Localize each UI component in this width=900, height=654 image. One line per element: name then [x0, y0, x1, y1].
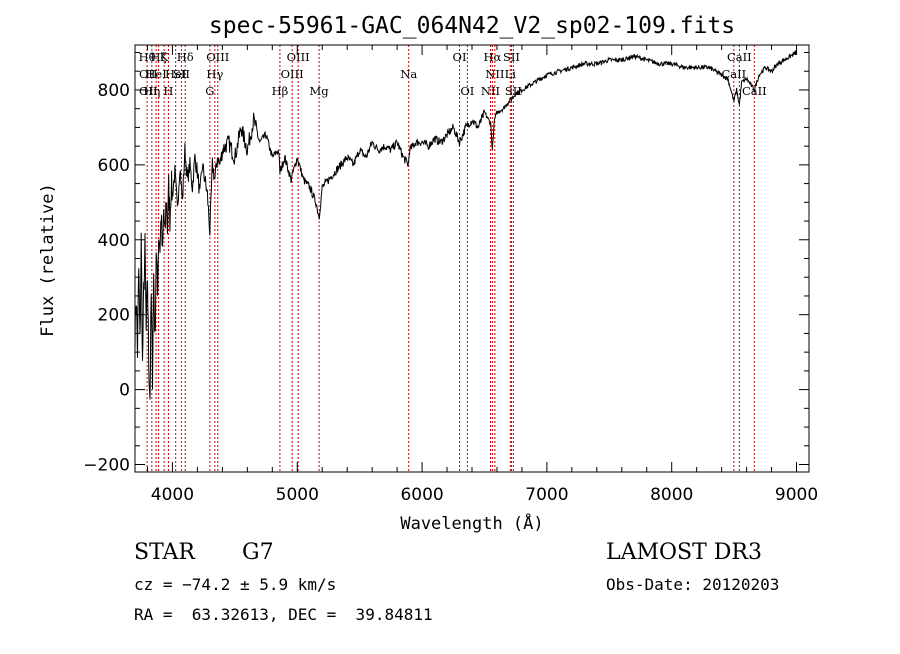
axis-ticks: 4000 5000 6000 7000 8000 9000 −200 0 200 400 600 80… [83, 45, 818, 505]
object-class: STAR [134, 540, 195, 565]
line-marker-label-10: Hγ [206, 67, 223, 81]
line-marker-label-19: NII [481, 84, 500, 98]
y-tick-label-3: 400 [98, 231, 130, 251]
line-marker-label-5: H [163, 84, 173, 98]
x-tick-label-0: 4000 [151, 485, 194, 505]
line-marker-label-0: Hθ [139, 50, 156, 64]
line-marker-label-14: OIII [287, 50, 310, 64]
line-marker-label-7: SII [173, 67, 190, 81]
line-marker-label-22: Li [505, 67, 517, 81]
spectrum-line [134, 49, 797, 400]
line-marker-label-27: CaII [742, 84, 767, 98]
line-marker-label-21: NII [485, 67, 504, 81]
x-tick-label-5: 9000 [775, 485, 818, 505]
line-marker-label-25: CaII [721, 67, 746, 81]
line-marker-label-11: OIII [206, 50, 229, 64]
y-tick-label-0: −200 [83, 456, 130, 476]
survey-name: LAMOST DR3 [606, 540, 762, 565]
line-marker-label-12: Hβ [272, 84, 289, 98]
line-marker-label-3: Hζ [150, 50, 166, 64]
line-marker-label-1: Hη [143, 84, 160, 98]
y-tick-label-2: 200 [98, 306, 130, 326]
obs-date: Obs-Date: 20120203 [606, 575, 780, 594]
x-axis-label: Wavelength (Å) [400, 512, 543, 534]
x-tick-label-3: 7000 [525, 485, 568, 505]
y-tick-label-4: 600 [98, 156, 130, 176]
y-tick-label-5: 800 [98, 81, 130, 101]
line-marker-label-24: SII [505, 84, 522, 98]
line-marker-label-20: Hα [483, 50, 501, 64]
plot-frame [134, 44, 810, 473]
coordinates: RA = 63.32613, DEC = 39.84811 [134, 605, 433, 624]
line-marker-label-9: G [205, 84, 214, 98]
line-marker-label-16: Na [400, 67, 417, 81]
line-labels: HθHηHeIHζKHHeISIIHδGHγOIIIHβOIIIOIIIMgNa… [139, 50, 767, 98]
line-markers [146, 45, 755, 472]
x-tick-label-2: 6000 [400, 485, 443, 505]
x-tick-label-4: 8000 [650, 485, 693, 505]
line-marker-label-8: Hδ [177, 50, 194, 64]
line-marker-label-18: OI [460, 84, 474, 98]
line-marker-label-26: CaII [727, 50, 752, 64]
redshift-info: cz = −74.2 ± 5.9 km/s [134, 575, 337, 594]
extra-label-1: OII [139, 84, 158, 98]
line-marker-label-15: Mg [310, 84, 330, 98]
object-subclass: G7 [242, 540, 274, 565]
line-marker-label-4: K [160, 50, 169, 64]
line-marker-label-2: HeI [145, 67, 166, 81]
x-tick-label-1: 5000 [276, 485, 319, 505]
y-tick-label-1: 0 [119, 381, 130, 401]
chart-title: spec-55961-GAC_064N42_V2_sp02-109.fits [209, 13, 735, 39]
y-axis-label: Flux (relative) [38, 183, 58, 337]
line-marker-label-17: OI [453, 50, 467, 64]
line-marker-label-13: OIII [281, 67, 304, 81]
line-marker-label-6: HeI [165, 67, 186, 81]
line-marker-label-23: SII [503, 50, 520, 64]
extra-label-0: OII [139, 67, 158, 81]
